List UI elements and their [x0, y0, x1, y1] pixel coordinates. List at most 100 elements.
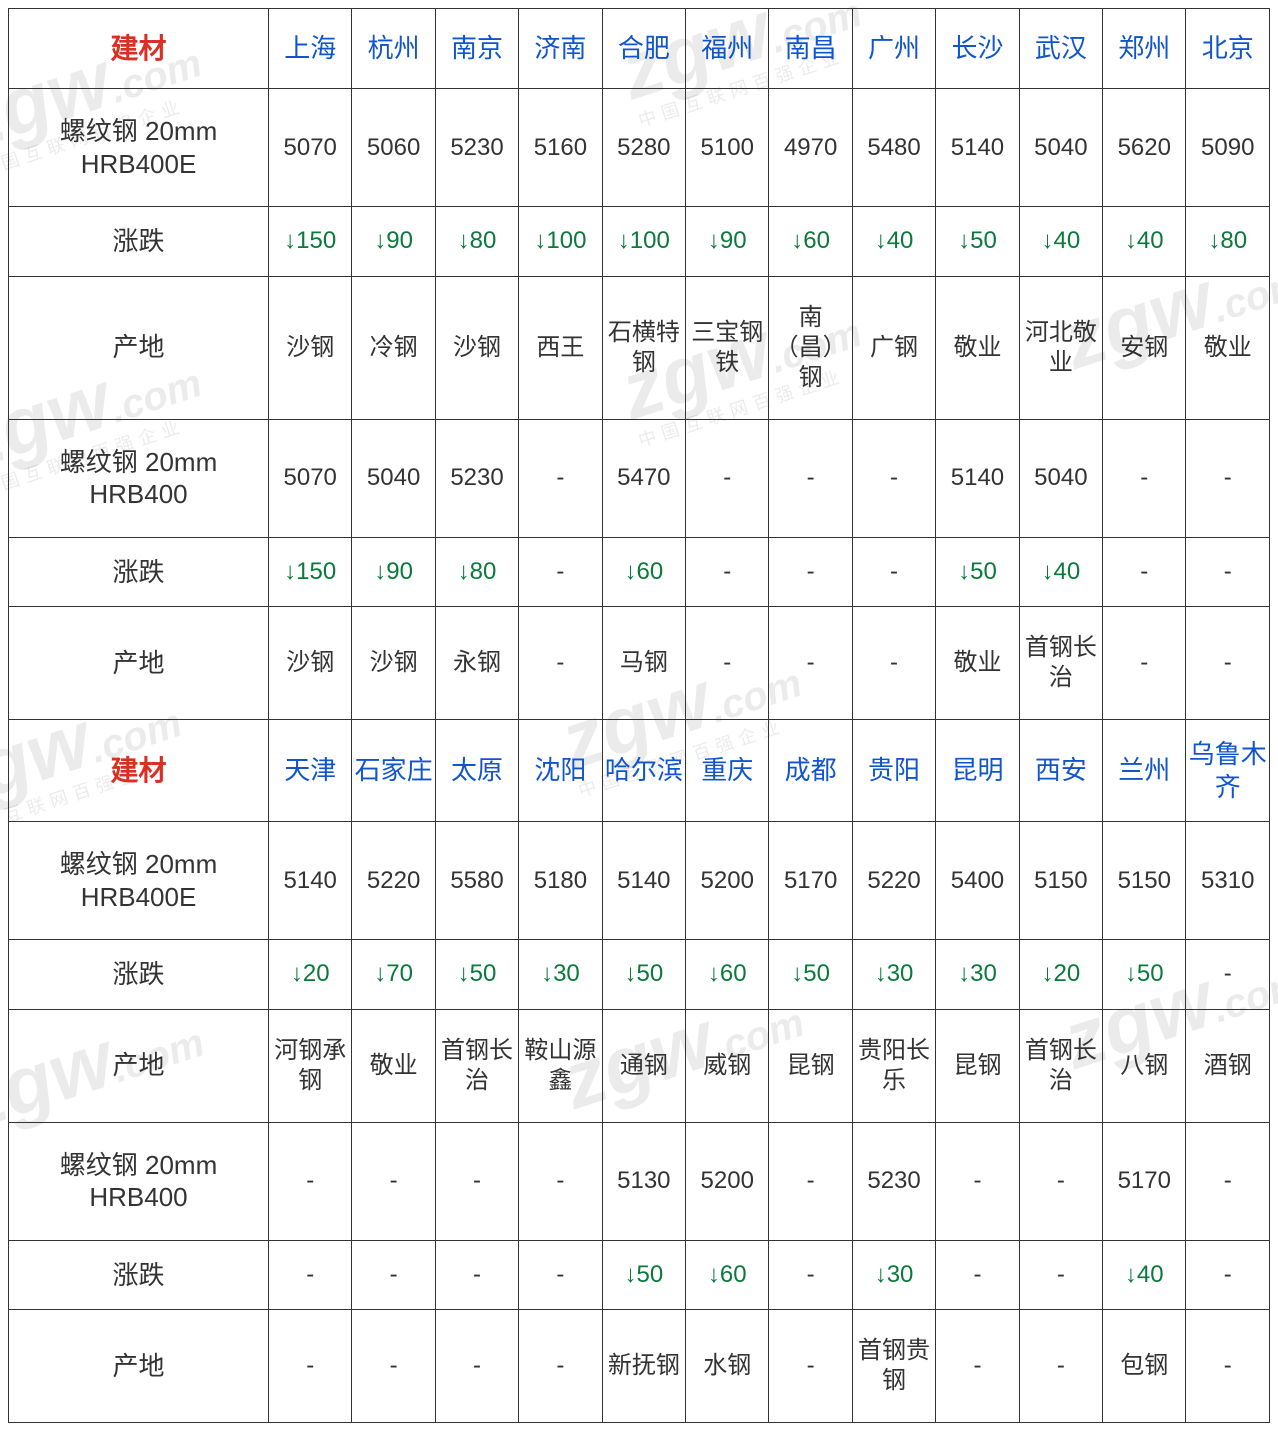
city-header: 成都	[769, 720, 852, 822]
price-cell: 5400	[936, 822, 1019, 940]
city-header: 南京	[435, 9, 518, 89]
origin-cell: 沙钢	[352, 607, 435, 720]
change-cell: -	[769, 537, 852, 607]
change-cell: ↓30	[519, 940, 602, 1010]
change-cell: ↓50	[1103, 940, 1186, 1010]
price-cell: 5040	[352, 419, 435, 537]
price-cell: 5140	[269, 822, 352, 940]
price-cell: 5230	[435, 419, 518, 537]
origin-cell: 石横特钢	[602, 276, 685, 419]
table-row: 螺纹钢 20mm HRB400E507050605230516052805100…	[9, 89, 1270, 207]
category-header: 建材	[9, 9, 269, 89]
table-row: 产地河钢承钢敬业首钢长治鞍山源鑫通钢威钢昆钢贵阳长乐昆钢首钢长治八钢酒钢	[9, 1009, 1270, 1122]
change-cell: ↓40	[1103, 207, 1186, 277]
change-cell: -	[769, 1240, 852, 1310]
city-header: 石家庄	[352, 720, 435, 822]
price-cell: 5170	[1103, 1122, 1186, 1240]
origin-cell: 河北敬业	[1019, 276, 1102, 419]
price-cell: 5200	[686, 1122, 769, 1240]
row-label: 螺纹钢 20mm HRB400	[9, 419, 269, 537]
city-header: 乌鲁木齐	[1186, 720, 1270, 822]
price-cell: -	[519, 1122, 602, 1240]
section-header-row: 建材天津石家庄太原沈阳哈尔滨重庆成都贵阳昆明西安兰州乌鲁木齐	[9, 720, 1270, 822]
origin-cell: 昆钢	[769, 1009, 852, 1122]
origin-cell: 八钢	[1103, 1009, 1186, 1122]
city-header: 哈尔滨	[602, 720, 685, 822]
origin-cell: -	[769, 1310, 852, 1423]
origin-cell: 敬业	[1186, 276, 1270, 419]
origin-cell: 南（昌）钢	[769, 276, 852, 419]
price-cell: 5060	[352, 89, 435, 207]
price-cell: -	[352, 1122, 435, 1240]
origin-cell: -	[1019, 1310, 1102, 1423]
change-cell: ↓20	[1019, 940, 1102, 1010]
change-cell: -	[1186, 1240, 1270, 1310]
change-cell: ↓70	[352, 940, 435, 1010]
table-row: 螺纹钢 20mm HRB400507050405230-5470---51405…	[9, 419, 1270, 537]
price-cell: -	[519, 419, 602, 537]
price-cell: 5180	[519, 822, 602, 940]
origin-cell: 首钢长治	[1019, 1009, 1102, 1122]
price-cell: 5220	[352, 822, 435, 940]
change-cell: -	[1186, 537, 1270, 607]
change-cell: ↓150	[269, 537, 352, 607]
change-cell: -	[435, 1240, 518, 1310]
city-header: 合肥	[602, 9, 685, 89]
change-cell: ↓60	[686, 940, 769, 1010]
city-header: 太原	[435, 720, 518, 822]
city-header: 杭州	[352, 9, 435, 89]
change-cell: ↓30	[936, 940, 1019, 1010]
price-cell: 5090	[1186, 89, 1270, 207]
change-cell: ↓40	[1019, 207, 1102, 277]
change-cell: ↓80	[435, 207, 518, 277]
origin-cell: 沙钢	[269, 276, 352, 419]
city-header: 济南	[519, 9, 602, 89]
origin-cell: 新抚钢	[602, 1310, 685, 1423]
origin-cell: 敬业	[352, 1009, 435, 1122]
price-cell: 5470	[602, 419, 685, 537]
origin-cell: -	[686, 607, 769, 720]
row-label: 涨跌	[9, 207, 269, 277]
change-cell: ↓40	[1103, 1240, 1186, 1310]
change-cell: -	[1103, 537, 1186, 607]
change-cell: ↓20	[269, 940, 352, 1010]
price-cell: 5150	[1103, 822, 1186, 940]
city-header: 西安	[1019, 720, 1102, 822]
price-cell: 5160	[519, 89, 602, 207]
origin-cell: 马钢	[602, 607, 685, 720]
change-cell: ↓100	[519, 207, 602, 277]
origin-cell: 敬业	[936, 607, 1019, 720]
change-cell: ↓90	[352, 207, 435, 277]
price-cell: 5230	[435, 89, 518, 207]
row-label: 产地	[9, 607, 269, 720]
city-header: 昆明	[936, 720, 1019, 822]
row-label: 涨跌	[9, 1240, 269, 1310]
origin-cell: 鞍山源鑫	[519, 1009, 602, 1122]
price-cell: 5070	[269, 89, 352, 207]
change-cell: ↓30	[852, 940, 935, 1010]
origin-cell: 首钢贵钢	[852, 1310, 935, 1423]
price-cell: 5150	[1019, 822, 1102, 940]
change-cell: ↓60	[602, 537, 685, 607]
change-cell: ↓50	[769, 940, 852, 1010]
origin-cell: -	[1186, 1310, 1270, 1423]
change-cell: ↓40	[1019, 537, 1102, 607]
city-header: 郑州	[1103, 9, 1186, 89]
origin-cell: -	[1103, 607, 1186, 720]
city-header: 武汉	[1019, 9, 1102, 89]
price-cell: 5040	[1019, 89, 1102, 207]
city-header: 重庆	[686, 720, 769, 822]
origin-cell: -	[1186, 607, 1270, 720]
steel-price-table: 建材上海杭州南京济南合肥福州南昌广州长沙武汉郑州北京螺纹钢 20mm HRB40…	[8, 8, 1270, 1423]
price-cell: 5130	[602, 1122, 685, 1240]
change-cell: ↓90	[352, 537, 435, 607]
price-cell: 5620	[1103, 89, 1186, 207]
change-cell: ↓80	[1186, 207, 1270, 277]
table-row: 涨跌↓20↓70↓50↓30↓50↓60↓50↓30↓30↓20↓50-	[9, 940, 1270, 1010]
row-label: 涨跌	[9, 537, 269, 607]
price-cell: 5170	[769, 822, 852, 940]
origin-cell: 西王	[519, 276, 602, 419]
city-header: 兰州	[1103, 720, 1186, 822]
row-label: 螺纹钢 20mm HRB400	[9, 1122, 269, 1240]
price-cell: -	[769, 1122, 852, 1240]
